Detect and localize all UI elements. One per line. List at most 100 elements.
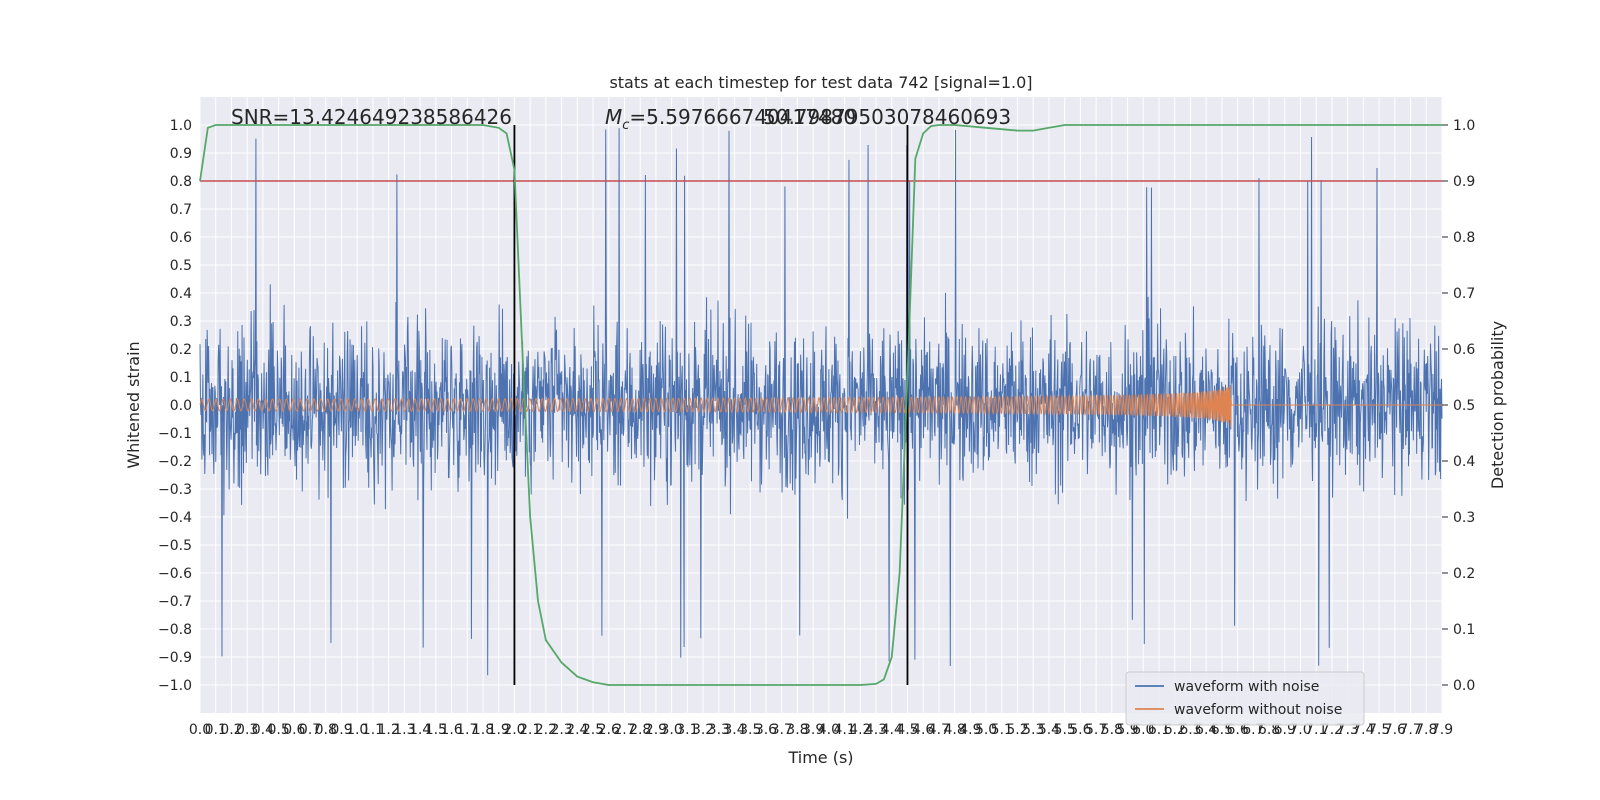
y-axis-left-label: Whitened strain [124, 341, 143, 468]
x-tick-label: 6.9 [1274, 722, 1296, 738]
y-tick-label-left: −1.0 [158, 678, 192, 694]
legend-label-noise: waveform with noise [1174, 679, 1319, 695]
y-axis-right-label: Detection probability [1488, 321, 1507, 489]
x-tick-label: 6.4 [1195, 722, 1217, 738]
x-tick-label: 1.7 [456, 722, 478, 738]
plot-area [199, 124, 1443, 686]
y-tick-label-left: 0.9 [170, 146, 192, 162]
x-tick-label: 1.4 [409, 722, 431, 738]
y-axis-right-ticks: 1.0 0.9 0.8 0.7 0.6 0.5 0.4 0.3 0.2 0.1 0.0 [1442, 118, 1475, 694]
x-tick-label: 3.1 [676, 722, 698, 738]
x-tick-label: 7.7 [1399, 722, 1421, 738]
x-tick-label: 3.2 [692, 722, 714, 738]
x-tick-label: 4.7 [928, 722, 950, 738]
x-tick-label: 5.6 [1069, 722, 1091, 738]
y-tick-label-right: 0.1 [1453, 622, 1475, 638]
y-tick-label-left: 0.3 [170, 314, 192, 330]
y-tick-label-right: 0.0 [1453, 678, 1475, 694]
x-tick-label: 2.2 [535, 722, 557, 738]
y-tick-label-right: 0.3 [1453, 510, 1475, 526]
x-tick-label: 3.0 [661, 722, 683, 738]
y-tick-label-left: −0.1 [158, 426, 192, 442]
x-tick-label: 1.1 [362, 722, 384, 738]
y-tick-label-left: 0.8 [170, 174, 192, 190]
y-tick-label-left: −0.6 [158, 566, 192, 582]
x-tick-label: 7.4 [1352, 722, 1374, 738]
y-tick-label-left: 0.4 [170, 286, 192, 302]
x-tick-label: 3.5 [739, 722, 761, 738]
legend: waveform with noise waveform without noi… [1125, 671, 1365, 726]
x-tick-label: 1.5 [425, 722, 447, 738]
x-tick-label: 2.3 [550, 722, 572, 738]
x-tick-label: 6.7 [1242, 722, 1264, 738]
x-tick-label: 2.0 [503, 722, 525, 738]
x-tick-label: 6.2 [1164, 722, 1186, 738]
x-tick-label: 4.2 [849, 722, 871, 738]
x-tick-label: 0.0 [189, 722, 211, 738]
chirp-mass-annotation: Mc=5.597666740417480 [605, 105, 856, 133]
y-tick-label-left: 1.0 [170, 118, 192, 134]
x-tick-label: 4.6 [912, 722, 934, 738]
x-tick-label: 2.5 [582, 722, 604, 738]
x-tick-label: 7.2 [1321, 722, 1343, 738]
y-tick-label-left: 0.0 [170, 398, 192, 414]
x-tick-label: 4.0 [818, 722, 840, 738]
y-tick-label-left: 0.6 [170, 230, 192, 246]
x-tick-label: 3.4 [723, 722, 745, 738]
x-tick-label: 2.9 [645, 722, 667, 738]
x-tick-label: 7.0 [1289, 722, 1311, 738]
legend-box [1125, 671, 1365, 726]
y-tick-label-right: 0.4 [1453, 454, 1475, 470]
x-tick-label: 0.2 [220, 722, 242, 738]
y-tick-label-right: 0.2 [1453, 566, 1475, 582]
x-tick-label: 3.7 [771, 722, 793, 738]
x-tick-label: 5.5 [1054, 722, 1076, 738]
x-tick-label: 4.5 [896, 722, 918, 738]
x-tick-label: 6.6 [1226, 722, 1248, 738]
x-tick-label: 7.1 [1305, 722, 1327, 738]
y-axis-left-ticks: 1.0 0.9 0.8 0.7 0.6 0.5 0.4 0.3 0.2 0.1 0.0 −0.1 −0.… [158, 118, 192, 694]
x-tick-label: 2.4 [566, 722, 588, 738]
y-tick-label-right: 0.8 [1453, 230, 1475, 246]
x-tick-label: 5.4 [1038, 722, 1060, 738]
x-tick-label: 0.5 [267, 722, 289, 738]
x-tick-label: 4.1 [833, 722, 855, 738]
x-tick-label: 5.3 [1022, 722, 1044, 738]
x-tick-label: 4.8 [944, 722, 966, 738]
y-tick-label-left: −0.3 [158, 482, 192, 498]
x-tick-label: 5.2 [1006, 722, 1028, 738]
x-tick-label: 5.0 [975, 722, 997, 738]
x-tick-label: 3.8 [786, 722, 808, 738]
snr-annotation: SNR=13.424649238586426 [231, 105, 512, 129]
y-tick-label-right: 0.9 [1453, 174, 1475, 190]
x-tick-label: 2.7 [613, 722, 635, 738]
x-tick-label: 2.1 [519, 722, 541, 738]
y-tick-label-right: 0.7 [1453, 286, 1475, 302]
y-tick-label-left: −0.8 [158, 622, 192, 638]
x-tick-label: 0.3 [236, 722, 258, 738]
x-tick-label: 1.2 [378, 722, 400, 738]
x-tick-label: 5.7 [1085, 722, 1107, 738]
x-tick-label: 1.0 [346, 722, 368, 738]
x-tick-label: 6.0 [1132, 722, 1154, 738]
x-tick-label: 1.3 [393, 722, 415, 738]
x-tick-label: 0.1 [205, 722, 227, 738]
x-tick-label: 0.8 [315, 722, 337, 738]
x-tick-label: 0.6 [283, 722, 305, 738]
x-tick-label: 4.4 [881, 722, 903, 738]
x-axis-label: Time (s) [787, 748, 853, 767]
mc-symbol: M [605, 105, 622, 129]
x-axis-ticks: 0.00.10.20.30.40.50.60.70.80.91.01.11.21… [189, 722, 1453, 738]
x-tick-label: 5.8 [1101, 722, 1123, 738]
waveform-with-noise-line [199, 128, 1443, 676]
x-tick-label: 6.5 [1211, 722, 1233, 738]
x-tick-label: 1.9 [488, 722, 510, 738]
y-tick-label-right: 1.0 [1453, 118, 1475, 134]
detection-probability-line [199, 124, 1442, 686]
x-tick-label: 3.3 [708, 722, 730, 738]
x-tick-label: 6.1 [1148, 722, 1170, 738]
y-tick-label-right: 0.5 [1453, 398, 1475, 414]
x-tick-label: 1.8 [472, 722, 494, 738]
y-tick-label-left: −0.5 [158, 538, 192, 554]
